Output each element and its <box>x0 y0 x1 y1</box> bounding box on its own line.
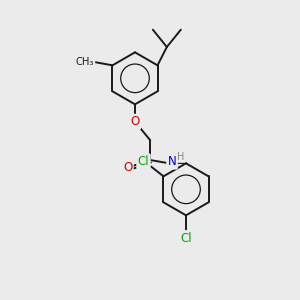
Text: N: N <box>168 155 176 168</box>
Text: O: O <box>130 115 140 128</box>
Text: Cl: Cl <box>138 155 149 168</box>
Text: CH₃: CH₃ <box>76 57 94 67</box>
Text: Cl: Cl <box>180 232 192 244</box>
Text: H: H <box>177 152 185 162</box>
Text: O: O <box>123 161 132 174</box>
